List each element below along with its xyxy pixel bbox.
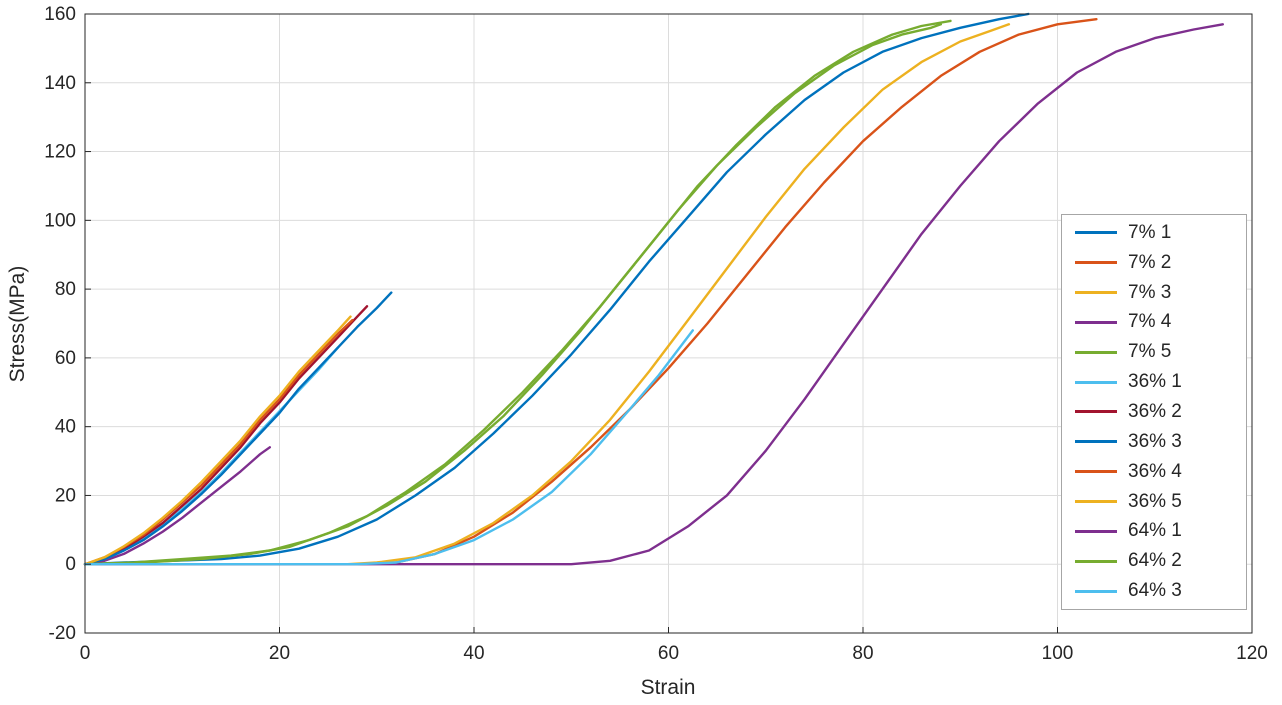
y-tick-label: 40 — [55, 417, 76, 438]
x-tick-label: 120 — [1236, 643, 1268, 664]
series-line — [83, 315, 352, 566]
series-line — [83, 19, 952, 566]
legend-entry: 64% 3 — [1062, 577, 1246, 605]
series-line — [83, 346, 340, 566]
legend-entry: 7% 2 — [1062, 249, 1246, 277]
series-line — [83, 329, 694, 566]
legend-line-sample — [1075, 529, 1117, 533]
legend-line-sample — [1075, 440, 1117, 444]
y-tick-label: 140 — [44, 73, 76, 94]
legend-entry: 7% 4 — [1062, 308, 1246, 336]
legend-label: 64% 2 — [1128, 550, 1182, 572]
legend-line-sample — [1075, 350, 1117, 354]
y-tick-label: 0 — [65, 554, 76, 575]
legend-line-sample — [1075, 470, 1117, 474]
legend-label: 64% 3 — [1128, 580, 1182, 602]
y-tick-label: 60 — [55, 348, 76, 369]
legend-line-sample — [1075, 320, 1117, 324]
legend-label: 36% 5 — [1128, 490, 1182, 512]
series-line — [83, 23, 942, 566]
legend-line-sample — [1075, 589, 1117, 593]
legend-label: 7% 3 — [1128, 281, 1172, 303]
legend: 7% 1 7% 2 7% 3 7% 4 7% 5 36% 1 36% 2 36% 3 36% 4… — [1061, 214, 1247, 610]
series-line — [83, 18, 1098, 566]
x-tick-label: 100 — [1042, 643, 1074, 664]
series-line — [83, 446, 271, 566]
legend-entry: 36% 1 — [1062, 368, 1246, 396]
legend-label: 7% 5 — [1128, 341, 1172, 363]
legend-entry: 7% 5 — [1062, 338, 1246, 366]
series-line — [83, 305, 369, 566]
y-axis-title: Stress(MPa) — [6, 266, 29, 383]
x-axis-title: Strain — [641, 676, 696, 699]
legend-label: 64% 1 — [1128, 520, 1182, 542]
x-tick-label: 0 — [80, 643, 91, 664]
y-tick-label: -20 — [49, 623, 76, 644]
legend-label: 7% 1 — [1128, 221, 1172, 243]
legend-line-sample — [1075, 261, 1117, 265]
legend-label: 36% 3 — [1128, 430, 1182, 452]
y-tick-label: 120 — [44, 142, 76, 163]
legend-entry: 36% 3 — [1062, 428, 1246, 456]
x-tick-label: 80 — [852, 643, 873, 664]
legend-line-sample — [1075, 291, 1117, 295]
legend-label: 36% 2 — [1128, 400, 1182, 422]
x-tick-label: 60 — [658, 643, 679, 664]
y-tick-label: 100 — [44, 210, 76, 231]
legend-label: 7% 2 — [1128, 251, 1172, 273]
legend-label: 36% 1 — [1128, 371, 1182, 393]
series-line — [83, 12, 1030, 566]
legend-entry: 7% 1 — [1062, 219, 1246, 247]
legend-entry: 36% 5 — [1062, 488, 1246, 516]
legend-line-sample — [1075, 559, 1117, 563]
legend-line-sample — [1075, 231, 1117, 235]
legend-label: 7% 4 — [1128, 311, 1172, 333]
legend-line-sample — [1075, 500, 1117, 504]
legend-line-sample — [1075, 410, 1117, 414]
legend-entry: 64% 2 — [1062, 547, 1246, 575]
legend-entry: 64% 1 — [1062, 517, 1246, 545]
y-tick-label: 80 — [55, 279, 76, 300]
legend-entry: 36% 2 — [1062, 398, 1246, 426]
legend-line-sample — [1075, 380, 1117, 384]
legend-entry: 7% 3 — [1062, 279, 1246, 307]
legend-entry: 36% 4 — [1062, 458, 1246, 486]
y-tick-label: 160 — [44, 4, 76, 25]
series-line — [83, 291, 393, 566]
legend-label: 36% 4 — [1128, 460, 1182, 482]
series-line — [83, 23, 1224, 566]
series-layer — [83, 12, 1224, 566]
x-tick-label: 40 — [463, 643, 484, 664]
y-tick-label: 20 — [55, 485, 76, 506]
x-tick-label: 20 — [269, 643, 290, 664]
series-line — [83, 23, 1011, 566]
